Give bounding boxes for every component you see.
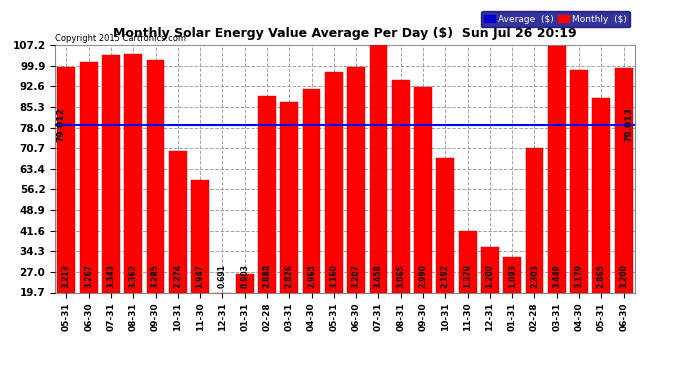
Text: Copyright 2015 Cartronics.com: Copyright 2015 Cartronics.com [55,33,186,42]
Text: 1.093: 1.093 [508,264,517,288]
Text: 3.362: 3.362 [129,264,138,288]
Bar [570,70,588,292]
Bar [124,54,142,292]
Text: 3.207: 3.207 [352,264,361,288]
Bar [392,80,410,292]
Text: 2.888: 2.888 [262,264,271,288]
Text: 2.303: 2.303 [530,264,539,288]
Bar [370,45,387,292]
Bar [303,89,320,292]
Text: 2.990: 2.990 [419,264,428,288]
Text: 3.200: 3.200 [619,264,628,288]
Text: 2.192: 2.192 [441,264,450,288]
Text: 0.903: 0.903 [240,264,249,288]
Bar [526,148,544,292]
Text: 2.865: 2.865 [597,264,606,288]
Bar [347,68,365,292]
Bar [548,46,566,292]
Bar [258,96,276,292]
Legend: Average  ($), Monthly  ($): Average ($), Monthly ($) [481,11,630,27]
Text: 3.343: 3.343 [106,264,115,288]
Bar [102,55,120,292]
Bar [436,158,454,292]
Text: 3.458: 3.458 [374,264,383,288]
Text: 3.213: 3.213 [62,264,71,288]
Text: 1.200: 1.200 [485,264,495,288]
Text: 3.267: 3.267 [84,264,93,288]
Text: 3.065: 3.065 [396,264,405,288]
Text: 3.160: 3.160 [329,264,338,288]
Bar [57,67,75,292]
Text: 1.379: 1.379 [463,264,472,288]
Bar [459,231,477,292]
Text: 0.691: 0.691 [218,264,227,288]
Text: 3.285: 3.285 [151,264,160,288]
Bar [280,102,298,292]
Bar [615,68,633,292]
Bar [414,87,432,292]
Bar [593,98,610,292]
Bar [481,247,499,292]
Text: 79.012: 79.012 [57,107,66,142]
Bar [80,62,97,292]
Text: 3.179: 3.179 [575,264,584,288]
Text: 1.947: 1.947 [195,264,205,288]
Text: 3.449: 3.449 [552,264,561,288]
Bar [146,60,164,292]
Text: Monthly Solar Energy Value Average Per Day ($)  Sun Jul 26 20:19: Monthly Solar Energy Value Average Per D… [113,27,577,40]
Bar [236,273,254,292]
Text: 2.965: 2.965 [307,264,316,288]
Text: 79.013: 79.013 [624,107,633,142]
Text: 2.274: 2.274 [173,264,182,288]
Bar [325,72,343,292]
Bar [169,151,187,292]
Bar [191,180,209,292]
Bar [503,256,521,292]
Text: 2.826: 2.826 [285,264,294,288]
